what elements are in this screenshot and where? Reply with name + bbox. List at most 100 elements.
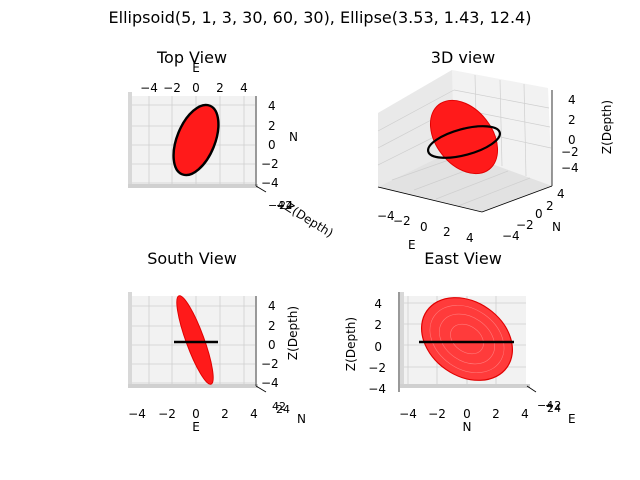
east-view-ellipsoid-mesh xyxy=(429,305,505,373)
top-view-ytick: −4 xyxy=(261,176,279,190)
east-view-ytick: −2 xyxy=(368,361,386,375)
east-view-e-axis xyxy=(526,385,537,393)
top-view-ellipse xyxy=(172,103,220,177)
3d-view-ellipse xyxy=(427,125,501,159)
3d-view-zlabel: Z(Depth) xyxy=(600,100,614,154)
south-view-ztick: −2 xyxy=(261,357,279,371)
top-view-depth-ticks-overlap: −4 xyxy=(268,199,284,212)
south-view-n-ticks-overlap: 24 xyxy=(276,403,290,416)
3d-view-ytick: −2 xyxy=(516,218,534,232)
3d-view-ellipsoid xyxy=(429,99,499,175)
3d-view-xtick: 4 xyxy=(466,231,474,245)
3d-view-ztick: −2 xyxy=(561,145,579,159)
south-view-xticks: −4 −2 0 2 4 xyxy=(128,407,258,421)
top-view-ytick: 4 xyxy=(268,99,276,113)
top-view-ytick: 0 xyxy=(268,138,276,152)
3d-view-ztick: 2 xyxy=(568,113,576,127)
south-view-xtick: 0 xyxy=(192,407,200,421)
south-view-xtick: −4 xyxy=(128,407,146,421)
top-view-depth-ticks-overlap: 24 xyxy=(279,199,293,212)
east-view-e-ticks-overlap: −4 xyxy=(537,399,553,412)
top-view-xticks: −4 −2 0 2 4 xyxy=(140,81,248,95)
3d-view-title: 3D view xyxy=(431,48,495,67)
east-view-e-ticks-overlap: −2 xyxy=(545,399,561,412)
east-view-xlabel: N xyxy=(463,420,472,434)
south-view-side-pane xyxy=(128,292,132,388)
top-view-title: Top View xyxy=(156,48,227,67)
south-view-xtick: 2 xyxy=(221,407,229,421)
south-view-ztick: −4 xyxy=(261,376,279,390)
east-view-ellipsoid xyxy=(420,297,514,381)
top-view-xtick: 0 xyxy=(192,81,200,95)
3d-view-yticks: 4 2 0 −2 −4 xyxy=(502,187,565,243)
figure-suptitle: Ellipsoid(5, 1, 3, 30, 60, 30), Ellipse(… xyxy=(109,8,532,27)
east-view-yticks: 4 2 0 −2 −4 xyxy=(368,297,386,396)
east-view-floor-pane xyxy=(400,384,530,388)
top-view-depth-ticks-overlap: −2 xyxy=(276,199,292,212)
east-view-ytick: 2 xyxy=(374,318,382,332)
east-view-xtick: −2 xyxy=(428,407,446,421)
3d-view-zticks: 4 2 0 −2 −4 xyxy=(561,93,579,175)
east-view-ytick: 0 xyxy=(374,340,382,354)
3d-view-ytick: 2 xyxy=(546,199,554,213)
3d-view-xtick: −2 xyxy=(393,214,411,228)
east-view-panel: East View 4 2 0 −2 −4 Z(Depth) −4 −2 0 2… xyxy=(344,249,576,434)
3d-view-ytick: 4 xyxy=(557,187,565,201)
south-view-ztick: 4 xyxy=(268,299,276,313)
3d-view-floor-pane xyxy=(378,150,552,212)
3d-view-ytick: 0 xyxy=(535,207,543,221)
3d-view-xtick: 2 xyxy=(443,225,451,239)
top-view-side-pane xyxy=(128,92,132,188)
east-view-zlabel: E xyxy=(568,412,576,426)
east-view-title: East View xyxy=(424,249,502,268)
east-view-xticks: −4 −2 0 2 4 xyxy=(399,407,529,421)
top-view-xtick: −2 xyxy=(163,81,181,95)
south-view-n-ticks-overlap: 42 xyxy=(272,400,286,413)
top-view-zlabel: Z(Depth) xyxy=(282,200,335,241)
south-view-grid xyxy=(131,296,255,386)
south-view-ylabel: N xyxy=(297,412,306,426)
south-view-floor-pane xyxy=(128,384,258,388)
top-view-panel: Top View E −4 −2 0 2 4 4 2 0 −2 −4 xyxy=(128,48,336,240)
south-view-xtick: 4 xyxy=(250,407,258,421)
top-view-xtick: −4 xyxy=(140,81,158,95)
3d-view-e-axis xyxy=(377,186,483,213)
3d-view-xtick: −4 xyxy=(377,209,395,223)
south-view-panel: South View 4 2 0 −2 −4 Z(Depth) −4 −2 0 … xyxy=(128,249,306,434)
east-view-xtick: −4 xyxy=(399,407,417,421)
top-view-ylabel: N xyxy=(289,130,298,144)
east-view-ytick: 4 xyxy=(374,297,382,311)
south-view-zlabel: Z(Depth) xyxy=(286,306,300,360)
east-view-xtick: 0 xyxy=(463,407,471,421)
3d-view-xlabel: E xyxy=(408,238,416,252)
east-view-side-pane xyxy=(400,292,404,388)
south-view-ztick: 0 xyxy=(268,338,276,352)
3d-view-ztick: 0 xyxy=(568,133,576,147)
east-view-ytick: −4 xyxy=(368,382,386,396)
3d-view-ztick: 4 xyxy=(568,93,576,107)
3d-view-xtick: 0 xyxy=(420,220,428,234)
south-view-zticks: 4 2 0 −2 −4 xyxy=(261,299,279,390)
east-view-ylabel: Z(Depth) xyxy=(344,317,358,371)
top-view-ytick: 2 xyxy=(268,119,276,133)
top-view-xlabel: E xyxy=(192,61,200,75)
south-view-xtick: −2 xyxy=(158,407,176,421)
east-view-xtick: 4 xyxy=(521,407,529,421)
3d-view-n-axis xyxy=(481,185,553,213)
3d-view-xticks: −4 −2 0 2 4 xyxy=(377,209,474,245)
3d-view-ytick: −4 xyxy=(502,229,520,243)
top-view-yticks: 4 2 0 −2 −4 xyxy=(261,99,279,190)
top-view-floor-pane xyxy=(128,184,258,188)
3d-view-ylabel: N xyxy=(552,220,561,234)
east-view-xtick: 2 xyxy=(492,407,500,421)
3d-view-panel: 3D view −4 −2 0 2 4 E 4 2 0 −2 − xyxy=(377,48,614,252)
south-view-xlabel: E xyxy=(192,420,200,434)
south-view-title: South View xyxy=(147,249,237,268)
3d-view-ztick: −4 xyxy=(561,161,579,175)
top-view-depth-axis xyxy=(255,185,267,193)
south-view-ztick: 2 xyxy=(268,319,276,333)
top-view-xtick: 4 xyxy=(240,81,248,95)
top-view-ytick: −2 xyxy=(261,157,279,171)
south-view-n-axis xyxy=(255,385,267,393)
